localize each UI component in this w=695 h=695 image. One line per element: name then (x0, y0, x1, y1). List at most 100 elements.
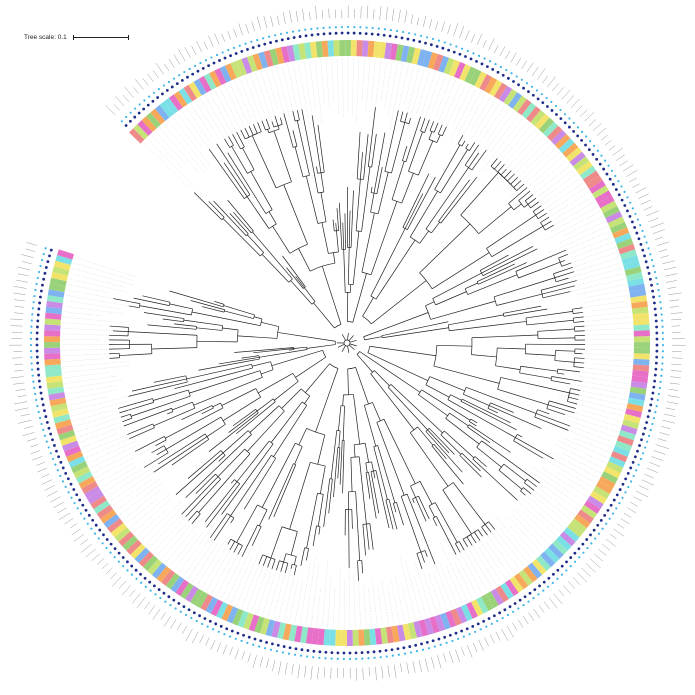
leaf-guide-line (564, 257, 619, 275)
dark-dot (592, 528, 596, 532)
branch-line (419, 481, 433, 505)
light-dot (590, 542, 593, 545)
light-dot (661, 325, 664, 328)
leaf-guide-line (101, 466, 136, 488)
branch-line (416, 553, 423, 569)
dark-dot (596, 523, 600, 527)
label-ring-cell (134, 547, 150, 564)
branch-line (313, 302, 335, 329)
branch-arc (221, 217, 225, 220)
dark-dot (414, 643, 418, 647)
light-dot (477, 54, 481, 58)
dark-dot (603, 513, 607, 517)
label-ring-cell (45, 375, 63, 384)
light-dot (143, 99, 146, 102)
leaf-guide-line (573, 357, 632, 362)
branch-arc (362, 315, 372, 325)
dark-dot (134, 568, 138, 572)
branch-arc (385, 498, 390, 501)
outer-label-mark (304, 665, 307, 678)
light-dot (134, 107, 137, 110)
branch-line (408, 117, 411, 124)
dark-dot (230, 629, 234, 633)
branch-line (351, 509, 353, 529)
dark-dot (641, 248, 645, 252)
branch-line (391, 122, 406, 174)
branch-line (518, 261, 561, 279)
branch-line (311, 115, 322, 173)
dark-dot (447, 48, 450, 52)
outer-label-mark (178, 48, 186, 62)
outer-label-mark (556, 87, 564, 96)
leaf-guide-line (380, 60, 387, 101)
branch-line (259, 457, 277, 484)
branch-line (122, 418, 132, 422)
light-dot (30, 350, 33, 353)
leaf-guide-line (456, 91, 482, 137)
light-dot (629, 480, 633, 483)
light-dot (373, 656, 376, 659)
branch-line (236, 429, 242, 435)
branch-line (271, 559, 276, 569)
branch-line (518, 197, 523, 201)
outer-label-mark (585, 563, 596, 573)
branch-line (437, 124, 443, 135)
dark-dot (142, 107, 146, 111)
leaf-guide-line (593, 363, 631, 368)
dark-dot (465, 627, 469, 631)
dark-dot (35, 349, 39, 353)
branch-arc (265, 128, 270, 131)
branch-line (427, 429, 450, 454)
branch-line (155, 439, 167, 447)
branch-arc (438, 221, 442, 224)
branch-line (196, 327, 223, 331)
dark-dot (342, 651, 346, 655)
light-dot (660, 374, 663, 377)
branch-line (503, 308, 548, 317)
outer-label-mark (136, 597, 146, 608)
leaf-guide-line (338, 567, 341, 628)
outer-label-mark (501, 628, 509, 641)
light-dot (29, 337, 33, 341)
dark-dot (633, 226, 637, 229)
branch-line (409, 432, 449, 487)
dark-dot (180, 78, 184, 82)
branch-line (339, 440, 343, 485)
branch-line (472, 458, 518, 501)
branch-line (185, 465, 219, 498)
branch-line (400, 496, 422, 553)
branch-line (112, 330, 129, 332)
branch-line (338, 430, 341, 448)
label-ring-cell (345, 40, 352, 57)
leaf-guide-line (320, 59, 325, 103)
branch-arc (215, 473, 221, 480)
outer-label-mark (666, 401, 679, 405)
leaf-guide-line (564, 438, 608, 459)
outer-label-mark (91, 553, 100, 561)
leaf-guide-line (239, 78, 261, 129)
leaf-guide-line (122, 488, 162, 520)
outer-label-mark (447, 24, 451, 35)
light-dot (355, 657, 358, 660)
branch-line (304, 287, 316, 302)
label-ring-cell (508, 92, 522, 109)
branch-line (402, 173, 430, 228)
branch-line (524, 482, 535, 491)
outer-label-mark (596, 127, 607, 136)
branch-line (364, 405, 377, 447)
dark-dot (508, 605, 512, 609)
branch-line (189, 370, 261, 394)
branch-line (534, 416, 569, 431)
light-dot (632, 474, 635, 478)
leaf-guide-line (579, 376, 630, 384)
branch-line (333, 252, 336, 264)
leaf-guide-line (576, 268, 623, 281)
leaf-guide-line (104, 469, 141, 493)
label-ring-cell (631, 375, 649, 384)
branch-line (418, 496, 430, 520)
label-ring-cell (547, 125, 563, 142)
outer-label-mark (30, 444, 39, 448)
light-dot (568, 117, 571, 120)
branch-line (267, 129, 270, 133)
label-ring-cell (53, 260, 71, 271)
